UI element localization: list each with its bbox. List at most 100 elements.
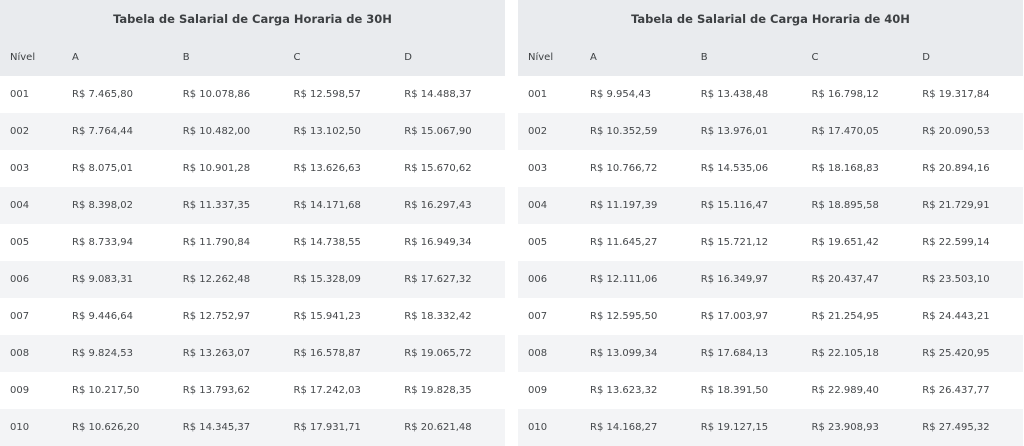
salary-cell: R$ 26.437,77	[912, 372, 1023, 409]
column-header-d: D	[394, 38, 505, 76]
table-header-row: Nível A B C D	[518, 38, 1023, 76]
salary-cell: R$ 17.242,03	[283, 372, 395, 409]
salary-cell: R$ 19.828,35	[394, 372, 505, 409]
salary-cell: R$ 16.798,12	[801, 76, 913, 113]
salary-cell: R$ 14.168,27	[580, 409, 691, 446]
salary-cell: R$ 25.420,95	[912, 335, 1023, 372]
table-row: 002 R$ 7.764,44 R$ 10.482,00 R$ 13.102,50 R$…	[0, 113, 505, 150]
table-row: 006 R$ 12.111,06 R$ 16.349,97 R$ 20.437,47 R…	[518, 261, 1023, 298]
salary-cell: R$ 13.793,62	[172, 372, 284, 409]
table-row: 009 R$ 13.623,32 R$ 18.391,50 R$ 22.989,40 R…	[518, 372, 1023, 409]
level-cell: 003	[0, 150, 62, 187]
salary-cell: R$ 12.111,06	[580, 261, 691, 298]
salary-cell: R$ 16.297,43	[394, 187, 505, 224]
level-cell: 010	[0, 409, 62, 446]
salary-table: Nível A B C D 001 R$ 7.465,80 R$ 10.078,86 R$ 1…	[0, 38, 505, 446]
salary-cell: R$ 17.627,32	[394, 261, 505, 298]
table-row: 007 R$ 12.595,50 R$ 17.003,97 R$ 21.254,95 R…	[518, 298, 1023, 335]
salary-cell: R$ 13.976,01	[690, 113, 802, 150]
table-row: 005 R$ 11.645,27 R$ 15.721,12 R$ 19.651,42 R…	[518, 224, 1023, 261]
table-title: Tabela de Salarial de Carga Horaria de 3…	[0, 0, 505, 38]
salary-cell: R$ 10.078,86	[172, 76, 284, 113]
table-row: 007 R$ 9.446,64 R$ 12.752,97 R$ 15.941,23 R$…	[0, 298, 505, 335]
salary-cell: R$ 10.766,72	[580, 150, 691, 187]
level-cell: 009	[518, 372, 580, 409]
column-header-a: A	[62, 38, 173, 76]
salary-cell: R$ 15.670,62	[394, 150, 505, 187]
salary-cell: R$ 23.908,93	[801, 409, 913, 446]
salary-cell: R$ 8.733,94	[62, 224, 173, 261]
salary-cell: R$ 21.254,95	[801, 298, 913, 335]
level-cell: 007	[518, 298, 580, 335]
salary-cell: R$ 20.437,47	[801, 261, 913, 298]
salary-cell: R$ 12.262,48	[172, 261, 284, 298]
salary-table-30h: Tabela de Salarial de Carga Horaria de 3…	[0, 0, 505, 446]
salary-cell: R$ 15.328,09	[283, 261, 395, 298]
table-row: 009 R$ 10.217,50 R$ 13.793,62 R$ 17.242,03 R…	[0, 372, 505, 409]
salary-cell: R$ 12.595,50	[580, 298, 691, 335]
salary-cell: R$ 21.729,91	[912, 187, 1023, 224]
table-row: 010 R$ 10.626,20 R$ 14.345,37 R$ 17.931,71 R…	[0, 409, 505, 446]
salary-cell: R$ 19.127,15	[690, 409, 802, 446]
salary-cell: R$ 18.895,58	[801, 187, 913, 224]
salary-cell: R$ 15.116,47	[690, 187, 802, 224]
salary-cell: R$ 20.090,53	[912, 113, 1023, 150]
table-row: 008 R$ 9.824,53 R$ 13.263,07 R$ 16.578,87 R$…	[0, 335, 505, 372]
salary-cell: R$ 15.067,90	[394, 113, 505, 150]
level-cell: 004	[0, 187, 62, 224]
salary-cell: R$ 22.599,14	[912, 224, 1023, 261]
column-header-d: D	[912, 38, 1023, 76]
salary-cell: R$ 13.102,50	[283, 113, 395, 150]
salary-cell: R$ 19.651,42	[801, 224, 913, 261]
salary-cell: R$ 23.503,10	[912, 261, 1023, 298]
table-row: 004 R$ 11.197,39 R$ 15.116,47 R$ 18.895,58 R…	[518, 187, 1023, 224]
salary-cell: R$ 17.003,97	[690, 298, 802, 335]
level-cell: 008	[0, 335, 62, 372]
level-cell: 001	[0, 76, 62, 113]
salary-cell: R$ 16.578,87	[283, 335, 395, 372]
column-header-c: C	[283, 38, 395, 76]
level-cell: 009	[0, 372, 62, 409]
table-body: 001 R$ 7.465,80 R$ 10.078,86 R$ 12.598,57 R$…	[0, 76, 505, 446]
salary-cell: R$ 10.626,20	[62, 409, 173, 446]
salary-cell: R$ 13.438,48	[690, 76, 802, 113]
salary-cell: R$ 12.752,97	[172, 298, 284, 335]
level-cell: 006	[0, 261, 62, 298]
salary-cell: R$ 17.684,13	[690, 335, 802, 372]
salary-cell: R$ 9.446,64	[62, 298, 173, 335]
table-row: 008 R$ 13.099,34 R$ 17.684,13 R$ 22.105,18 R…	[518, 335, 1023, 372]
salary-cell: R$ 13.626,63	[283, 150, 395, 187]
table-header-row: Nível A B C D	[0, 38, 505, 76]
salary-cell: R$ 15.721,12	[690, 224, 802, 261]
level-cell: 002	[0, 113, 62, 150]
column-header-nivel: Nível	[0, 38, 62, 76]
table-row: 004 R$ 8.398,02 R$ 11.337,35 R$ 14.171,68 R$…	[0, 187, 505, 224]
salary-cell: R$ 20.894,16	[912, 150, 1023, 187]
salary-cell: R$ 18.332,42	[394, 298, 505, 335]
salary-cell: R$ 8.075,01	[62, 150, 173, 187]
level-cell: 008	[518, 335, 580, 372]
salary-cell: R$ 10.901,28	[172, 150, 284, 187]
salary-cell: R$ 22.105,18	[801, 335, 913, 372]
salary-cell: R$ 12.598,57	[283, 76, 395, 113]
salary-cell: R$ 9.083,31	[62, 261, 173, 298]
level-cell: 001	[518, 76, 580, 113]
salary-table: Nível A B C D 001 R$ 9.954,43 R$ 13.438,48 R$ 1…	[518, 38, 1023, 446]
salary-cell: R$ 11.645,27	[580, 224, 691, 261]
salary-cell: R$ 24.443,21	[912, 298, 1023, 335]
column-header-b: B	[690, 38, 802, 76]
salary-cell: R$ 11.197,39	[580, 187, 691, 224]
salary-cell: R$ 14.535,06	[690, 150, 802, 187]
salary-cell: R$ 14.738,55	[283, 224, 395, 261]
column-header-c: C	[801, 38, 913, 76]
table-row: 006 R$ 9.083,31 R$ 12.262,48 R$ 15.328,09 R$…	[0, 261, 505, 298]
salary-cell: R$ 10.217,50	[62, 372, 173, 409]
salary-cell: R$ 11.337,35	[172, 187, 284, 224]
level-cell: 002	[518, 113, 580, 150]
column-header-b: B	[172, 38, 284, 76]
level-cell: 007	[0, 298, 62, 335]
salary-cell: R$ 18.391,50	[690, 372, 802, 409]
level-cell: 004	[518, 187, 580, 224]
column-header-nivel: Nível	[518, 38, 580, 76]
salary-cell: R$ 19.065,72	[394, 335, 505, 372]
